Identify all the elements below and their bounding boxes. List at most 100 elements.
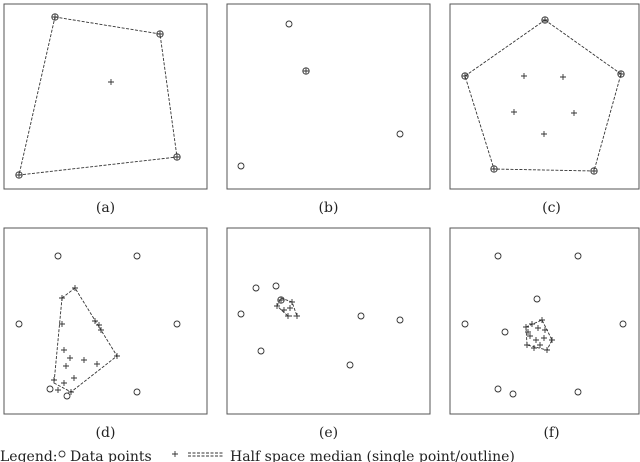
median-point <box>61 347 67 353</box>
median-point <box>523 324 529 330</box>
data-point <box>509 390 517 398</box>
median-point <box>571 110 577 116</box>
panel-frame <box>3 3 208 190</box>
median-point <box>462 73 468 79</box>
data-point <box>252 284 260 292</box>
median-point <box>529 321 535 327</box>
panel-frame <box>3 227 208 415</box>
data-point <box>501 328 509 336</box>
median-point <box>281 307 287 313</box>
data-point <box>237 162 245 170</box>
median-point <box>67 355 73 361</box>
legend-outline <box>188 452 224 457</box>
data-point <box>461 72 469 80</box>
panel-frame <box>226 227 431 415</box>
data-point <box>574 388 582 396</box>
median-point <box>59 321 65 327</box>
panel-caption: (f) <box>543 425 559 441</box>
data-point <box>461 320 469 328</box>
median-point <box>542 327 548 333</box>
median-point <box>285 313 291 319</box>
median-point <box>541 335 547 341</box>
median-point <box>591 168 597 174</box>
data-point <box>277 296 285 304</box>
median-point <box>527 333 533 339</box>
median-point <box>535 325 541 331</box>
median-point <box>521 73 527 79</box>
data-point <box>237 310 245 318</box>
median-point <box>51 377 57 383</box>
median-point <box>618 71 624 77</box>
data-point <box>15 320 23 328</box>
data-point <box>54 252 62 260</box>
median-point <box>531 345 537 351</box>
median-point <box>274 303 280 309</box>
median-point <box>539 317 545 323</box>
median-point <box>294 313 300 319</box>
median-point <box>541 131 547 137</box>
panel-caption: (c) <box>542 200 561 216</box>
median-point <box>560 74 566 80</box>
panel: (a) <box>3 3 208 216</box>
data-point <box>494 385 502 393</box>
median-point <box>533 337 539 343</box>
data-point <box>285 20 293 28</box>
median-point <box>289 299 295 305</box>
median-point <box>114 353 120 359</box>
panel-frame <box>449 227 640 415</box>
panel: (c) <box>449 3 640 216</box>
data-point <box>257 347 265 355</box>
legend-plus <box>172 451 178 457</box>
median-outline <box>53 287 118 393</box>
data-point <box>346 361 354 369</box>
panel: (f) <box>449 227 640 441</box>
data-point <box>357 312 365 320</box>
median-point <box>491 166 497 172</box>
median-point <box>81 357 87 363</box>
median-point <box>98 327 104 333</box>
panel-caption: (a) <box>96 200 115 216</box>
median-point <box>542 17 548 23</box>
median-point <box>52 14 58 20</box>
median-point <box>59 295 65 301</box>
data-point <box>173 153 181 161</box>
median-point <box>525 329 531 335</box>
panel-caption: (d) <box>96 425 116 441</box>
median-point <box>511 109 517 115</box>
median-point <box>524 342 530 348</box>
data-point <box>494 252 502 260</box>
panel: (d) <box>3 227 208 441</box>
data-point <box>156 30 164 38</box>
data-point <box>574 252 582 260</box>
panel-caption: (b) <box>319 200 339 216</box>
median-point <box>537 342 543 348</box>
median-point <box>71 375 77 381</box>
data-point <box>396 130 404 138</box>
median-point <box>55 387 61 393</box>
panel-frame <box>449 3 640 190</box>
data-point <box>617 70 625 78</box>
data-point <box>302 67 310 75</box>
data-point <box>541 16 549 24</box>
legend-item: Half space median (single point/outline) <box>230 449 515 462</box>
data-point <box>46 385 54 393</box>
median-point <box>94 361 100 367</box>
median-point <box>174 154 180 160</box>
panel-caption: (e) <box>319 425 338 441</box>
data-point <box>133 252 141 260</box>
legend-label: Legend: <box>0 449 58 462</box>
data-point <box>63 392 71 400</box>
legend: Legend: Data points Half space median (s… <box>0 449 515 462</box>
data-point <box>490 165 498 173</box>
data-point <box>619 320 627 328</box>
median-point <box>278 297 284 303</box>
legend-circle <box>58 450 66 458</box>
legend-item: Data points <box>70 449 152 462</box>
data-point <box>15 171 23 179</box>
median-point <box>61 380 67 386</box>
median-point <box>287 305 293 311</box>
median-point <box>108 79 114 85</box>
data-point <box>133 388 141 396</box>
data-point <box>533 295 541 303</box>
median-outline <box>18 16 178 176</box>
